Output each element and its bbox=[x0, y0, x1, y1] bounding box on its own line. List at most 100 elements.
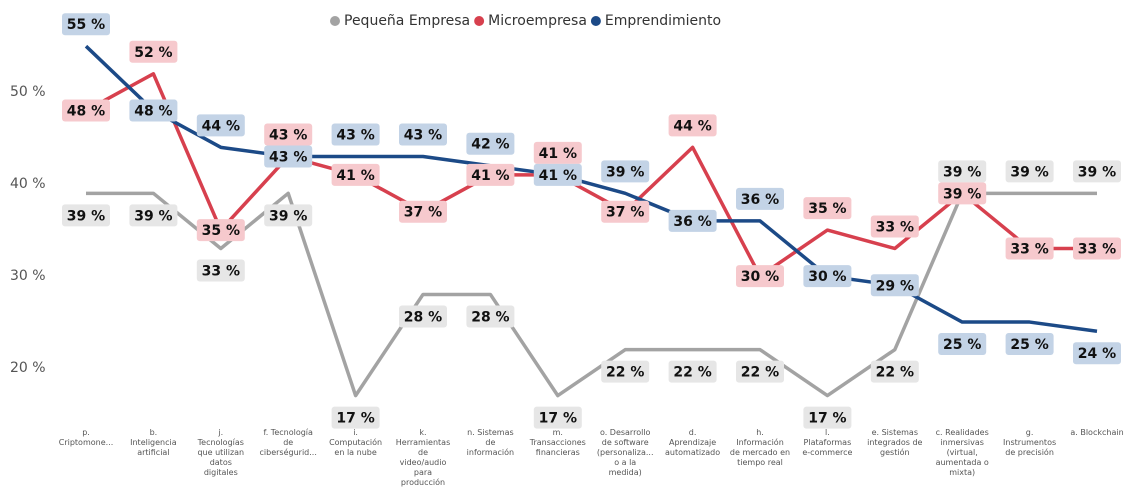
data-label: 17 % bbox=[331, 406, 380, 429]
data-label-bg bbox=[1005, 333, 1054, 356]
data-label-bg bbox=[331, 406, 380, 429]
data-label: 29 % bbox=[870, 274, 919, 297]
x-tick-label: h. Información de mercado en tiempo real bbox=[730, 428, 790, 467]
data-label-bg bbox=[668, 360, 717, 383]
data-label: 41 % bbox=[331, 163, 380, 186]
x-tick-label: p. Criptomone... bbox=[59, 428, 114, 447]
data-label-text: 17 % bbox=[336, 411, 374, 427]
data-label-bg bbox=[466, 305, 515, 328]
data-label-text: 25 % bbox=[943, 337, 981, 353]
data-label-text: 39 % bbox=[269, 208, 307, 224]
data-label-bg bbox=[1073, 160, 1121, 183]
data-label-bg bbox=[62, 204, 110, 227]
data-label-bg bbox=[870, 360, 919, 383]
data-label-text: 39 % bbox=[134, 208, 172, 224]
x-tick-label: n. Sistemas de información bbox=[467, 428, 514, 457]
data-label: 30 % bbox=[803, 265, 852, 288]
x-tick-label: o. Desarrollo de software (personaliza... o… bbox=[597, 428, 654, 477]
data-label-text: 44 % bbox=[673, 118, 711, 134]
data-label: 25 % bbox=[938, 333, 987, 356]
data-label-bg bbox=[601, 360, 650, 383]
x-tick-label: e. Sistemas integrados de gestión bbox=[867, 428, 922, 457]
y-tick-label: 20 % bbox=[10, 360, 46, 376]
legend-marker bbox=[474, 16, 485, 26]
data-label: 48 % bbox=[62, 99, 110, 122]
data-label: 36 % bbox=[668, 209, 717, 232]
data-label-text: 39 % bbox=[1010, 164, 1048, 180]
data-label-bg bbox=[196, 219, 245, 242]
x-tick-label: a. Blockchain bbox=[1070, 428, 1123, 437]
data-label-text: 41 % bbox=[539, 168, 577, 184]
data-label-bg bbox=[399, 123, 447, 146]
data-label-bg bbox=[1005, 237, 1054, 260]
data-label-bg bbox=[803, 265, 852, 288]
data-label-bg bbox=[736, 187, 784, 210]
x-tick-label: c. Realidades inmersivas (virtual, aumentad… bbox=[936, 428, 989, 477]
data-label-text: 39 % bbox=[606, 164, 644, 180]
x-tick-label: m. Transacciones financieras bbox=[529, 428, 586, 457]
data-label-bg bbox=[938, 333, 987, 356]
data-label-bg bbox=[129, 99, 178, 122]
series-line bbox=[84, 44, 1098, 333]
x-tick-label: b. Inteligencia artificial bbox=[130, 428, 177, 457]
x-tick-label: d. Aprendizaje automatizado bbox=[665, 428, 720, 457]
data-label: 25 % bbox=[1005, 333, 1054, 356]
data-label: 52 % bbox=[129, 40, 178, 63]
data-label: 39 % bbox=[62, 204, 110, 227]
data-label-text: 37 % bbox=[404, 205, 442, 221]
data-label: 35 % bbox=[803, 197, 852, 220]
legend-label: Microempresa bbox=[488, 13, 587, 29]
legend-marker bbox=[330, 16, 340, 26]
data-label-bg bbox=[668, 114, 717, 137]
data-label: 43 % bbox=[264, 145, 313, 168]
data-label-text: 29 % bbox=[876, 278, 914, 294]
data-label-bg bbox=[62, 13, 110, 36]
data-label: 44 % bbox=[668, 114, 717, 137]
data-label-bg bbox=[938, 182, 987, 205]
data-label-bg bbox=[62, 99, 110, 122]
data-label-text: 39 % bbox=[943, 186, 981, 202]
data-label: 44 % bbox=[196, 114, 245, 137]
data-label-text: 39 % bbox=[943, 164, 981, 180]
data-label-text: 33 % bbox=[1078, 241, 1116, 257]
data-label: 22 % bbox=[601, 360, 650, 383]
data-label-bg bbox=[1005, 160, 1054, 183]
data-label-text: 33 % bbox=[876, 219, 914, 235]
data-label-bg bbox=[533, 141, 582, 164]
data-label: 33 % bbox=[1073, 237, 1121, 260]
data-label-text: 36 % bbox=[741, 192, 779, 208]
data-label-bg bbox=[331, 123, 380, 146]
data-label: 36 % bbox=[736, 187, 784, 210]
data-label-text: 48 % bbox=[67, 104, 105, 120]
data-label: 22 % bbox=[736, 360, 784, 383]
data-label-text: 43 % bbox=[269, 150, 307, 166]
data-label-text: 22 % bbox=[673, 365, 711, 381]
data-label-text: 39 % bbox=[67, 208, 105, 224]
data-label: 28 % bbox=[466, 305, 515, 328]
data-label-bg bbox=[803, 406, 852, 429]
data-label-text: 22 % bbox=[741, 365, 779, 381]
data-label: 39 % bbox=[1073, 160, 1121, 183]
data-label-text: 24 % bbox=[1078, 346, 1116, 362]
data-label-text: 35 % bbox=[808, 201, 846, 217]
data-label: 39 % bbox=[264, 204, 313, 227]
data-label-bg bbox=[601, 160, 650, 183]
data-label-text: 37 % bbox=[606, 205, 644, 221]
series-line bbox=[85, 72, 1097, 278]
data-label-text: 43 % bbox=[336, 128, 374, 144]
data-label-bg bbox=[668, 209, 717, 232]
data-label: 48 % bbox=[129, 99, 178, 122]
data-label-bg bbox=[736, 265, 784, 288]
data-label: 33 % bbox=[1005, 237, 1054, 260]
data-label-text: 36 % bbox=[673, 214, 711, 230]
data-label-text: 39 % bbox=[1078, 164, 1116, 180]
data-label: 24 % bbox=[1073, 342, 1121, 365]
data-label-text: 44 % bbox=[202, 118, 240, 134]
data-label: 33 % bbox=[196, 259, 245, 282]
data-label-text: 17 % bbox=[539, 411, 577, 427]
data-label-bg bbox=[466, 132, 515, 155]
data-label-bg bbox=[399, 305, 447, 328]
x-tick-label: f. Tecnología de ciberségurid... bbox=[260, 428, 317, 457]
data-label: 22 % bbox=[870, 360, 919, 383]
data-label-text: 41 % bbox=[471, 168, 509, 184]
